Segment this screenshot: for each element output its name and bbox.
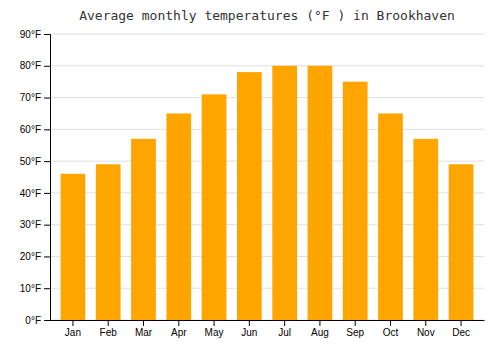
grid-line (50, 97, 484, 98)
tick: 60°F (20, 124, 50, 135)
tick: 0°F (25, 315, 50, 326)
tick-mark (461, 320, 462, 326)
tick-label: 40°F (20, 188, 41, 199)
tick: 90°F (20, 29, 50, 40)
tick-mark (108, 320, 109, 326)
tick-mark (390, 320, 391, 326)
tick-mark (319, 320, 320, 326)
bar (343, 82, 368, 320)
tick-label: Jul (278, 327, 291, 338)
bar (308, 66, 333, 320)
tick-mark (355, 320, 356, 326)
tick-mark (425, 320, 426, 326)
tick-label: Dec (452, 327, 470, 338)
tick-mark (178, 320, 179, 326)
tick-label: 0°F (25, 315, 41, 326)
grid-line (50, 34, 484, 35)
tick-mark (44, 98, 50, 99)
tick-label: 50°F (20, 156, 41, 167)
tick-mark (44, 256, 50, 257)
tick-label: 10°F (20, 283, 41, 294)
tick: Jun (241, 320, 257, 338)
x-axis: Jan Feb Mar Apr May Jun Jul Aug Sep Oct Nov Dec (51, 320, 485, 338)
bars (61, 66, 474, 320)
tick: Nov (417, 320, 435, 338)
tick: 80°F (20, 60, 50, 71)
tick: Dec (452, 320, 470, 338)
tick: 50°F (20, 156, 50, 167)
tick-mark (249, 320, 250, 326)
tick: Feb (100, 320, 118, 338)
bar (61, 174, 86, 320)
tick-label: Feb (100, 327, 118, 338)
tick-mark (72, 320, 73, 326)
tick-mark (44, 129, 50, 130)
title: Average monthly temperatures (°F ) in Br… (79, 8, 455, 23)
tick-mark (44, 193, 50, 194)
tick-label: 90°F (20, 29, 41, 40)
tick-label: May (205, 327, 224, 338)
tick-mark (143, 320, 144, 326)
tick-label: Jun (241, 327, 257, 338)
tick: 30°F (20, 219, 50, 230)
tick-label: Apr (171, 327, 187, 338)
tick-label: 30°F (20, 219, 41, 230)
bar (166, 113, 191, 320)
tick-label: Oct (383, 327, 399, 338)
tick-mark (44, 288, 50, 289)
axis-line (51, 320, 485, 321)
bar (449, 164, 474, 320)
tick: 10°F (20, 283, 50, 294)
plot: 0°F 10°F 20°F 30°F 40°F 50°F 60°F 70°F 80°F 90°F J… (20, 29, 485, 338)
tick: 70°F (20, 92, 50, 103)
tick-label: 20°F (20, 251, 41, 262)
tick: Sep (346, 320, 364, 338)
chart: 0°F 10°F 20°F 30°F 40°F 50°F 60°F 70°F 80°F 90°F J… (0, 0, 500, 350)
bar (131, 139, 156, 320)
tick-mark (214, 320, 215, 326)
axis-line (44, 35, 51, 321)
tick: Apr (171, 320, 187, 338)
tick-label: Jan (65, 327, 81, 338)
tick-label: Sep (346, 327, 364, 338)
grid-line (50, 65, 484, 66)
tick-mark (44, 225, 50, 226)
tick-label: 60°F (20, 124, 41, 135)
tick-label: Mar (135, 327, 153, 338)
y-axis: 0°F 10°F 20°F 30°F 40°F 50°F 60°F 70°F 80°F 90°F (20, 29, 51, 326)
bar (272, 66, 297, 320)
tick-mark (284, 320, 285, 326)
tick: Jan (65, 320, 81, 338)
tick: 40°F (20, 188, 50, 199)
tick: 20°F (20, 251, 50, 262)
tick-mark (44, 34, 50, 35)
bar (378, 113, 403, 320)
tick-label: Aug (311, 327, 329, 338)
grid-line (50, 129, 484, 130)
bar (237, 72, 262, 320)
tick-mark (44, 66, 50, 67)
tick: Mar (135, 320, 153, 338)
tick: May (205, 320, 224, 338)
tick-label: 80°F (20, 60, 41, 71)
tick-mark (44, 161, 50, 162)
bar (413, 139, 438, 320)
tick: Jul (278, 320, 291, 338)
tick-label: 70°F (20, 92, 41, 103)
tick: Aug (311, 320, 329, 338)
tick-mark (44, 320, 50, 321)
bar (96, 164, 121, 320)
tick-label: Nov (417, 327, 435, 338)
tick: Oct (383, 320, 399, 338)
grid (50, 34, 484, 320)
bar (202, 94, 227, 320)
